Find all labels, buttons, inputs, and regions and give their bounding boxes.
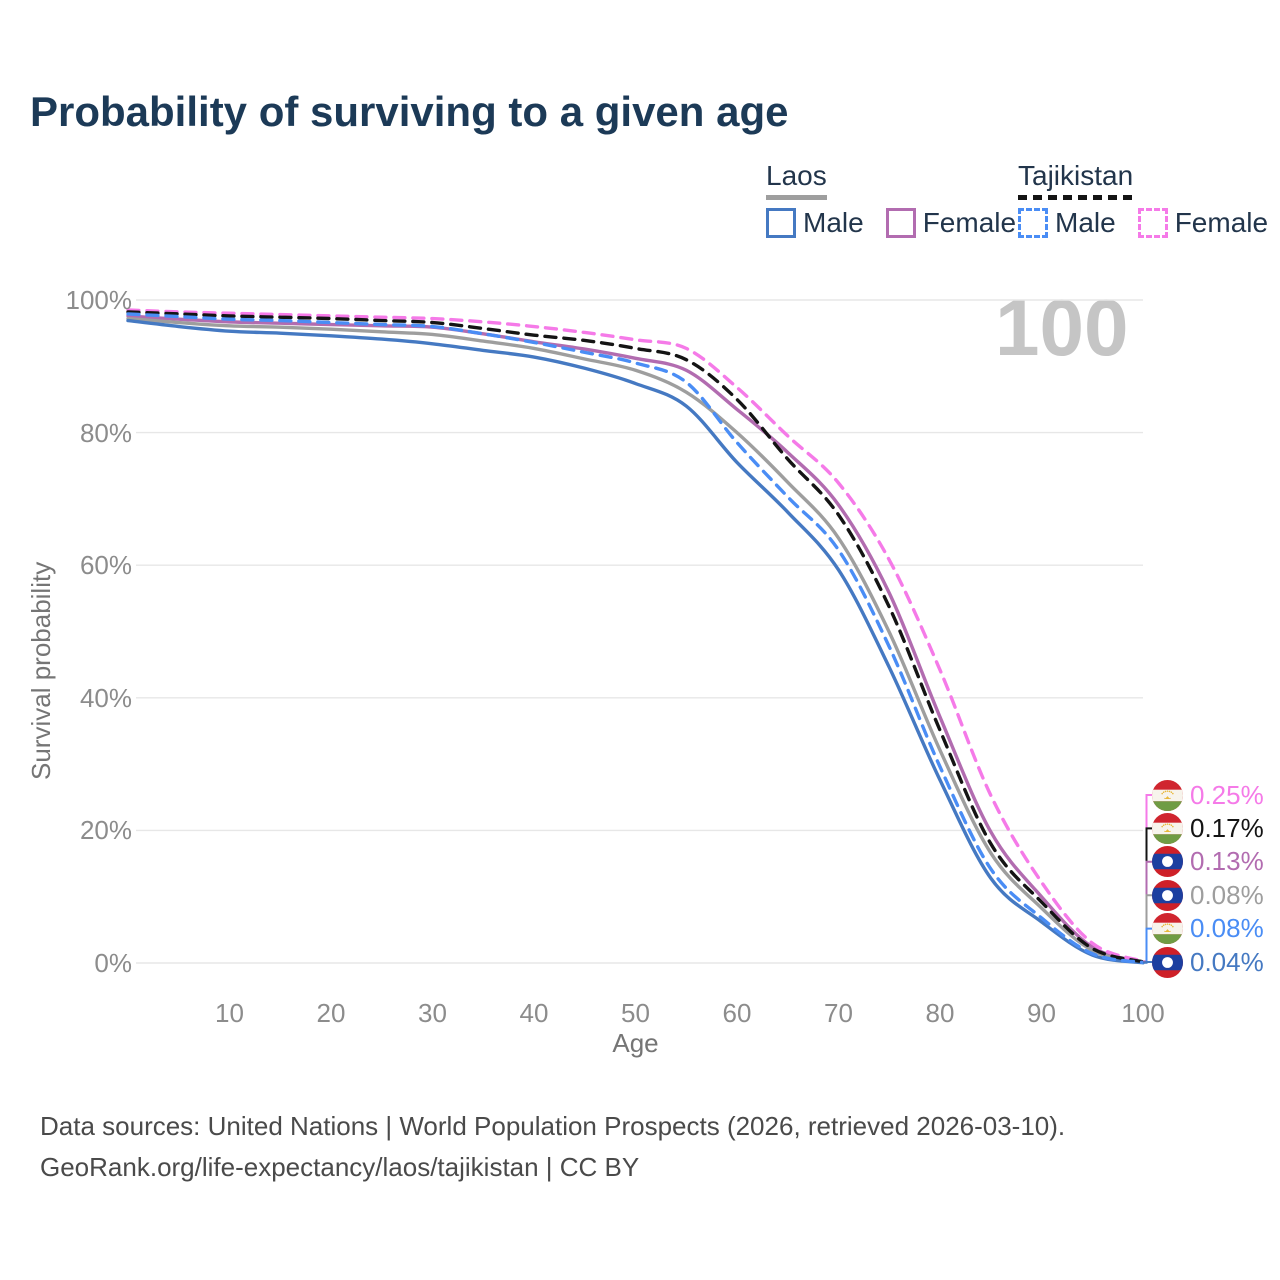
legend-item-label: Female [1174, 207, 1269, 238]
y-tick-40: 40% [79, 682, 132, 713]
x-tick-70: 70 [824, 998, 853, 1028]
tajikistan-flag-icon [1152, 812, 1183, 844]
attribution-line: GeoRank.org/life-expectancy/laos/tajikis… [40, 1152, 640, 1182]
laos-flag-icon [1152, 946, 1183, 978]
end-label-tajikistan[interactable]: 0.17% [1152, 811, 1264, 845]
legend-item-laos-female[interactable]: Female [885, 207, 1017, 239]
legend-underline-laos [766, 195, 827, 200]
x-tick-80: 80 [925, 998, 955, 1028]
curves [126, 308, 1145, 965]
laos-flag-icon [1152, 879, 1183, 911]
footer: Data sources: United Nations | World Pop… [40, 1106, 1065, 1188]
x-tick-10: 10 [215, 998, 244, 1028]
legend-swatch-tajikistan-male [1018, 208, 1048, 238]
y-axis-title: Survival probability [26, 561, 56, 780]
legend-underline-tajikistan [1018, 195, 1134, 200]
legend-country-tajikistan[interactable]: Tajikistan [1018, 160, 1134, 191]
y-tick-20: 20% [79, 815, 132, 846]
y-tick-100: 100% [65, 285, 133, 315]
curve-tajikistan[interactable] [126, 310, 1145, 964]
end-label-value: 0.13% [1190, 846, 1264, 877]
legend-swatch-tajikistan-female [1137, 208, 1168, 238]
x-tick-60: 60 [722, 998, 752, 1028]
legend: Laos Male Female Tajikistan Male Female [0, 160, 1280, 250]
tajikistan-flag-icon [1152, 779, 1183, 811]
x-tick-40: 40 [519, 998, 549, 1028]
gridlines [136, 299, 1143, 964]
laos-flag-icon [1152, 846, 1183, 878]
x-tick-100: 100 [1121, 998, 1165, 1028]
legend-item-tajikistan-female[interactable]: Female [1137, 207, 1269, 239]
end-label-value: 0.08% [1190, 879, 1264, 910]
curve-tajikistan-male[interactable] [126, 312, 1145, 965]
end-label-laos-female[interactable]: 0.13% [1152, 845, 1264, 879]
tajikistan-flag-icon [1152, 913, 1183, 945]
end-label-value: 0.17% [1190, 812, 1264, 843]
x-tick-20: 20 [316, 998, 346, 1028]
x-tick-50: 50 [621, 998, 650, 1028]
end-label-tajikistan-male[interactable]: 0.08% [1152, 912, 1264, 946]
legend-item-tajikistan-male[interactable]: Male [1018, 207, 1116, 239]
legend-item-laos-male[interactable]: Male [766, 207, 864, 239]
legend-item-label: Female [922, 207, 1017, 238]
age-counter-watermark: 100 [995, 283, 1129, 372]
x-tick-30: 30 [418, 998, 447, 1028]
end-label-value: 0.25% [1190, 779, 1264, 810]
legend-country-laos[interactable]: Laos [766, 160, 827, 191]
y-tick-80: 80% [79, 417, 132, 448]
leader-lines [1143, 794, 1152, 964]
page-title: Probability of surviving to a given age [30, 88, 789, 135]
legend-swatch-laos-male [766, 208, 796, 238]
x-axis-title: Age [612, 1028, 659, 1058]
data-sources-line: Data sources: United Nations | World Pop… [40, 1111, 1066, 1141]
end-label-value: 0.04% [1190, 946, 1264, 977]
end-label-value: 0.08% [1190, 913, 1264, 944]
curve-tajikistan-female[interactable] [126, 308, 1145, 964]
end-label-laos-male[interactable]: 0.04% [1152, 945, 1264, 979]
curve-laos-male[interactable] [126, 318, 1145, 965]
curve-laos[interactable] [126, 316, 1145, 965]
x-tick-90: 90 [1027, 998, 1056, 1028]
legend-item-label: Male [1055, 207, 1116, 238]
y-tick-60: 60% [79, 550, 132, 581]
leader-tajikistan-male [1143, 927, 1152, 964]
legend-group-laos: Laos Male Female [766, 160, 1016, 239]
legend-swatch-laos-female [885, 208, 916, 238]
end-label-tajikistan-female[interactable]: 0.25% [1152, 778, 1264, 812]
legend-group-tajikistan: Tajikistan Male Female [1018, 160, 1268, 239]
y-tick-0: 0% [94, 948, 132, 978]
legend-item-label: Male [803, 207, 864, 238]
end-label-laos[interactable]: 0.08% [1152, 878, 1264, 912]
leader-laos-male [1143, 961, 1152, 964]
curve-laos-female[interactable] [126, 314, 1145, 964]
